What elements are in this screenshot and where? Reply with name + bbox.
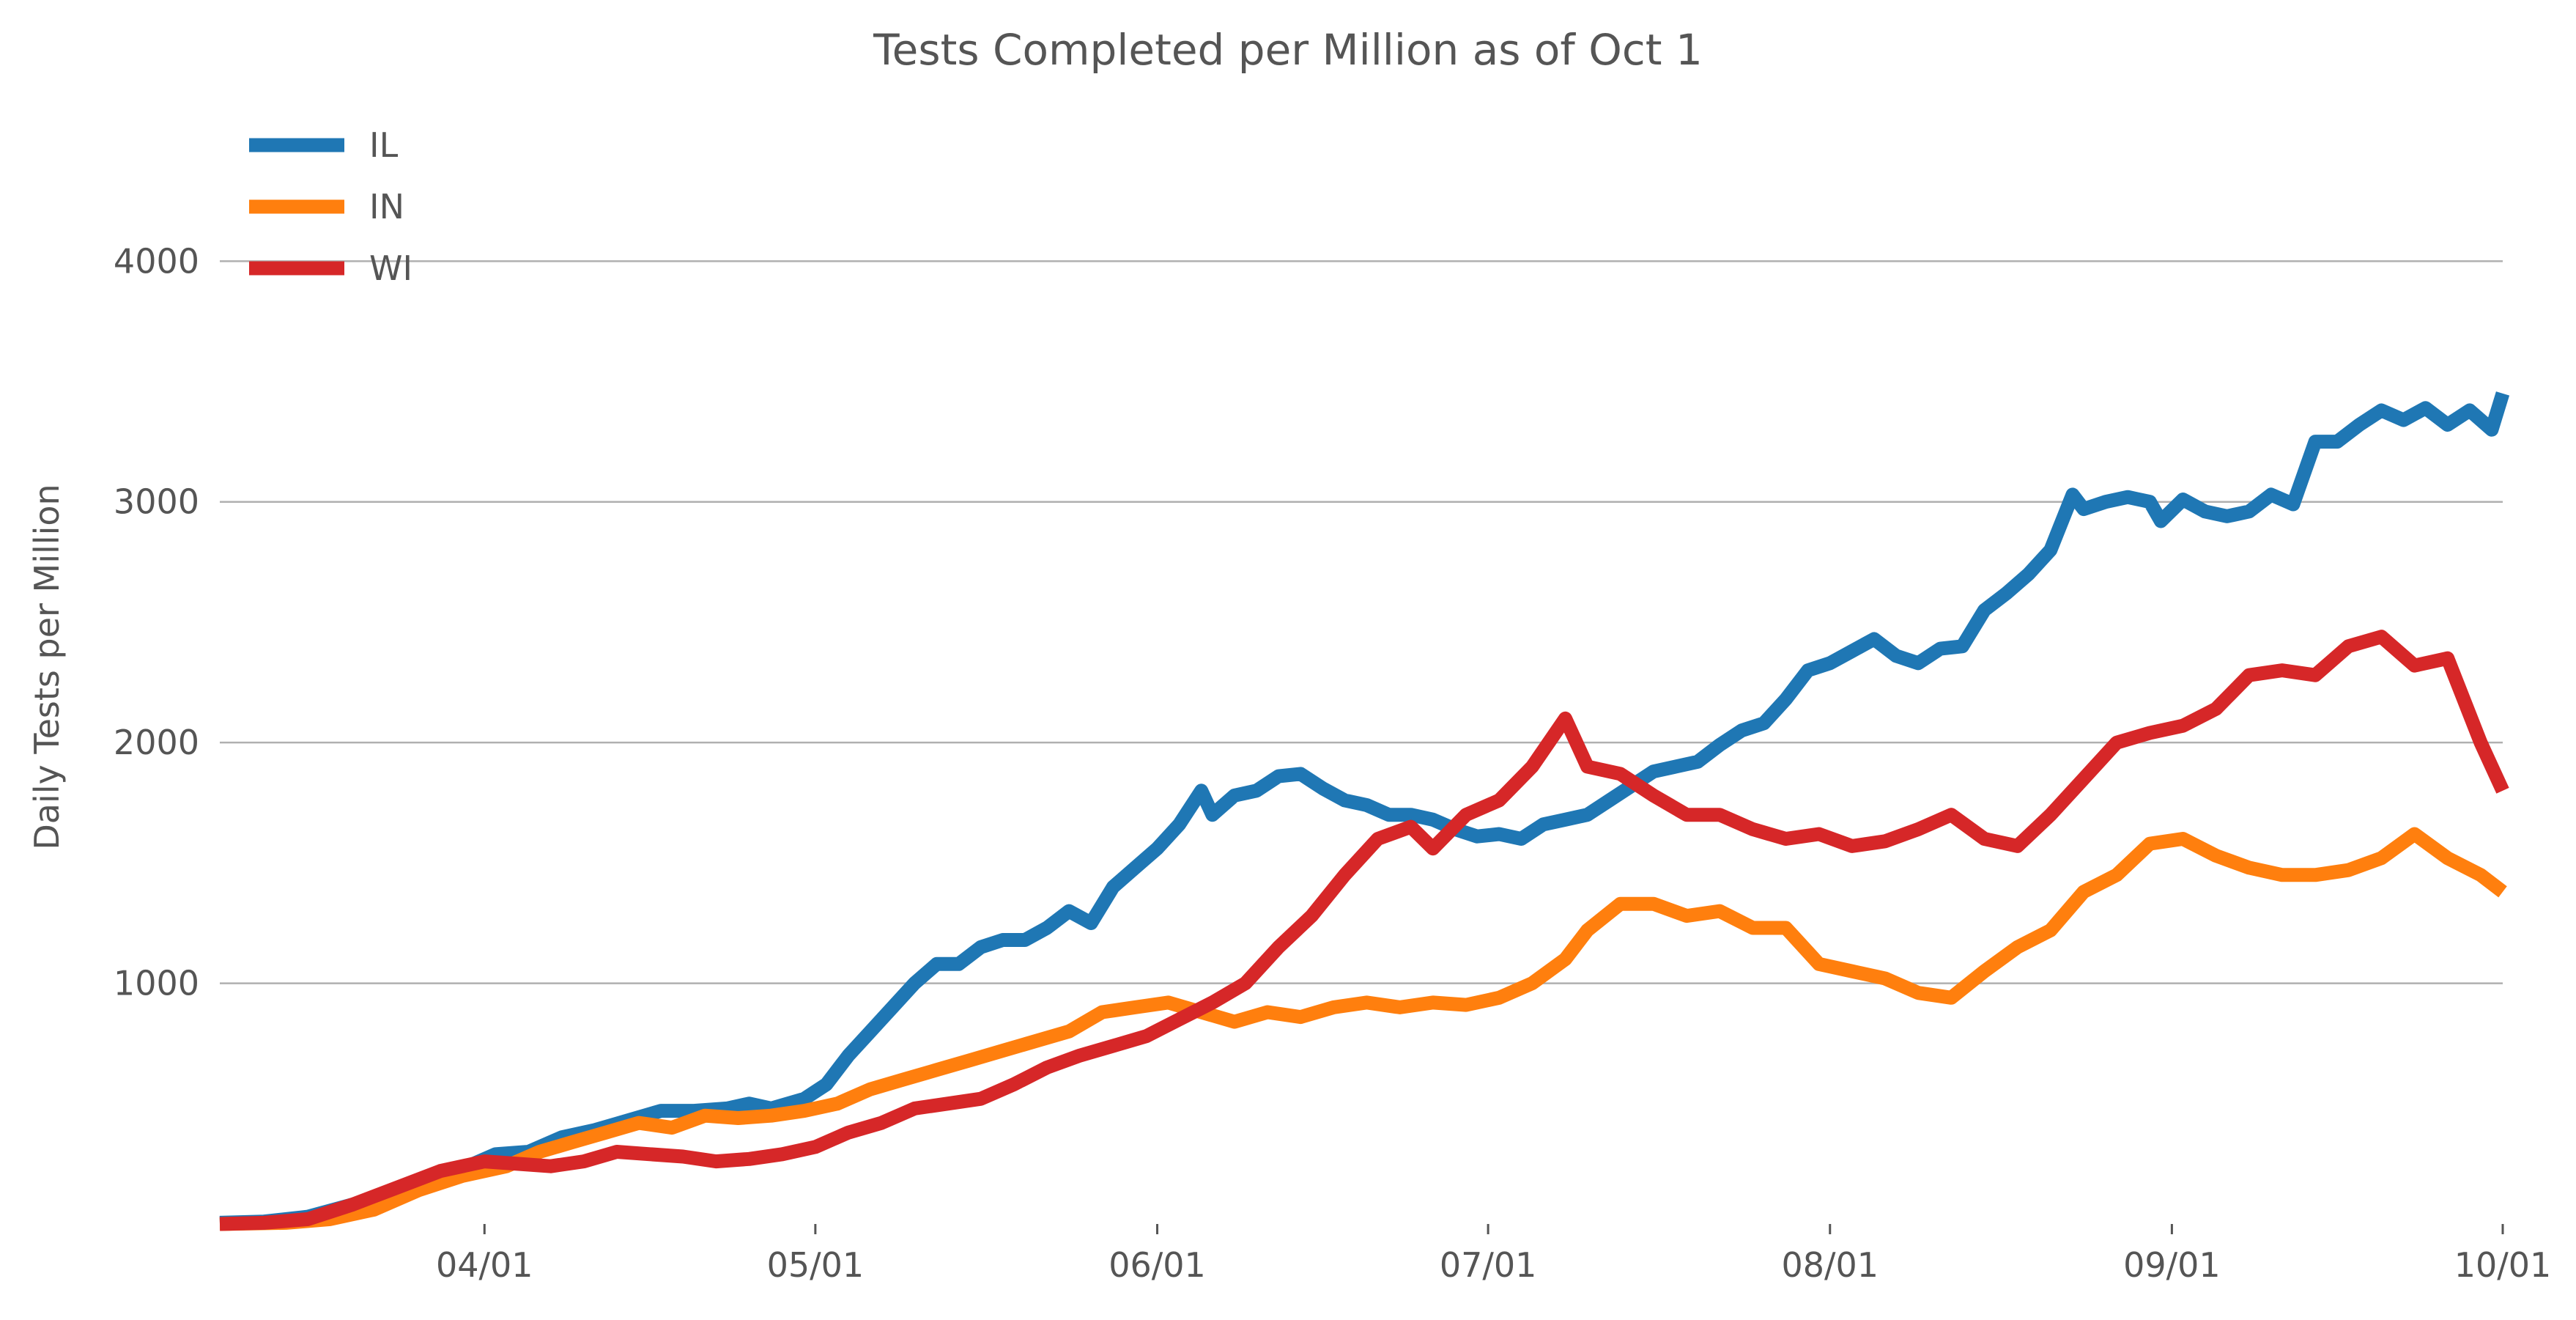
x-tick-label: 09/01: [2123, 1245, 2221, 1285]
legend-label: WI: [369, 248, 412, 288]
x-tick-label: 06/01: [1109, 1245, 1206, 1285]
series-line-in: [219, 827, 2507, 1231]
y-tick-label: 3000: [114, 482, 199, 522]
x-tick-label: 08/01: [1781, 1245, 1879, 1285]
axis-layer: 1000 2000 3000 4000 04/01 05/01 06/01 07/01 08/0…: [114, 241, 2551, 1285]
legend-label: IN: [369, 187, 404, 226]
y-tick-label: 2000: [114, 723, 199, 762]
series-line-il: [219, 391, 2510, 1230]
x-tick-label: 10/01: [2454, 1245, 2552, 1285]
y-axis-label: Daily Tests per Million: [27, 484, 67, 849]
x-tick-label: 07/01: [1440, 1245, 1537, 1285]
legend: IL IN WI: [249, 125, 412, 288]
x-tick-label: 04/01: [436, 1245, 533, 1285]
legend-label: IL: [369, 125, 399, 165]
chart-title: Tests Completed per Million as of Oct 1: [873, 25, 1703, 75]
y-tick-label: 1000: [114, 964, 199, 1003]
y-tick-label: 4000: [114, 241, 199, 281]
series-layer: [219, 391, 2510, 1231]
series-line-wi: [219, 630, 2509, 1231]
x-tick-label: 05/01: [767, 1245, 865, 1285]
